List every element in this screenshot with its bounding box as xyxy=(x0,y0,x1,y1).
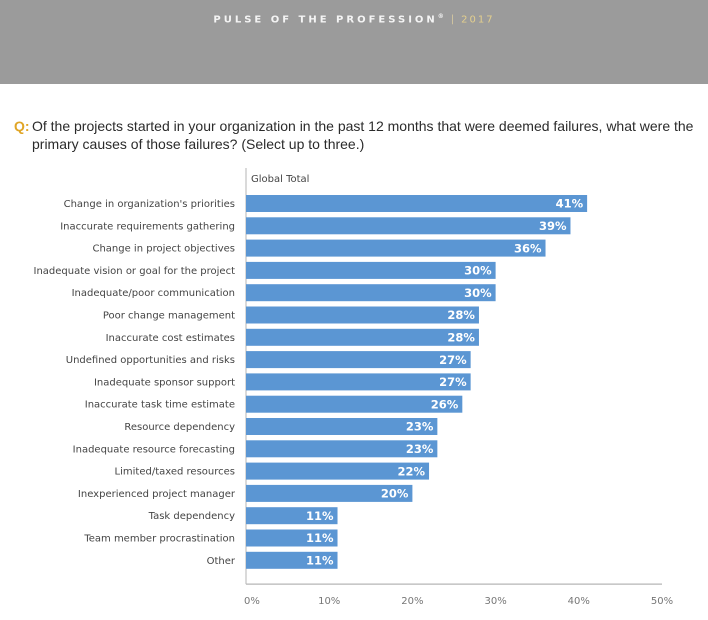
bar xyxy=(246,328,479,346)
category-label: Inadequate vision or goal for the projec… xyxy=(34,266,236,277)
bar xyxy=(246,239,546,257)
category-label: Inaccurate requirements gathering xyxy=(60,221,235,232)
data-label: 41% xyxy=(556,197,584,211)
category-label: Undefined opportunities and risks xyxy=(66,355,235,366)
report-series-title: PULSE OF THE PROFESSION® | 2017 xyxy=(0,13,708,25)
data-label: 30% xyxy=(464,264,492,278)
data-label: 30% xyxy=(464,286,492,300)
data-label: 28% xyxy=(447,308,475,322)
bar xyxy=(246,217,571,235)
bar xyxy=(246,551,338,569)
data-label: 39% xyxy=(539,219,567,233)
bar xyxy=(246,284,496,302)
bar xyxy=(246,440,438,458)
category-label: Change in organization's priorities xyxy=(64,199,235,210)
series-label: Global Total xyxy=(251,174,309,185)
x-tick-label: 40% xyxy=(568,596,590,607)
category-label: Inexperienced project manager xyxy=(78,489,236,500)
data-label: 23% xyxy=(406,442,434,456)
bar xyxy=(246,507,338,525)
question-text: Of the projects started in your organiza… xyxy=(32,118,694,152)
category-label: Poor change management xyxy=(103,311,235,322)
category-label: Inadequate resource forecasting xyxy=(73,444,235,455)
x-tick-label: 50% xyxy=(651,596,673,607)
bar xyxy=(246,529,338,547)
x-tick-label: 20% xyxy=(401,596,423,607)
report-title-text: PULSE OF THE PROFESSION xyxy=(213,14,438,26)
report-year: 2017 xyxy=(461,14,495,26)
data-label: 23% xyxy=(406,420,434,434)
data-label: 20% xyxy=(381,487,409,501)
data-label: 22% xyxy=(398,464,426,478)
category-label: Other xyxy=(207,556,236,567)
bar xyxy=(246,195,588,212)
category-label: Inadequate/poor communication xyxy=(72,288,235,299)
report-header-band: PULSE OF THE PROFESSION® | 2017 xyxy=(0,0,708,84)
bar xyxy=(246,462,430,480)
chart-bars xyxy=(246,195,588,569)
bar xyxy=(246,395,463,413)
bar xyxy=(246,351,471,369)
category-label: Inaccurate task time estimate xyxy=(85,400,235,411)
data-label: 11% xyxy=(306,554,334,568)
bar xyxy=(246,261,496,279)
data-label: 36% xyxy=(514,241,542,255)
bar xyxy=(246,373,471,391)
category-label: Team member procrastination xyxy=(83,534,235,545)
category-label: Change in project objectives xyxy=(92,244,235,255)
category-label: Inadequate sponsor support xyxy=(94,377,235,388)
data-label: 27% xyxy=(439,375,467,389)
x-axis-ticks: 0% 10% 20% 30% 40% 50% xyxy=(244,596,673,607)
bar-chart: Global Total Change in organization's pr… xyxy=(34,168,673,607)
title-separator: | xyxy=(450,14,458,26)
bar xyxy=(246,418,438,435)
x-tick-label: 30% xyxy=(484,596,506,607)
category-label: Task dependency xyxy=(148,511,235,522)
data-label: 11% xyxy=(306,509,334,523)
survey-question: Q: Of the projects started in your organ… xyxy=(14,117,694,153)
category-label: Inaccurate cost estimates xyxy=(106,333,235,344)
data-label: 27% xyxy=(439,353,467,367)
category-label: Resource dependency xyxy=(124,422,235,433)
x-tick-label: 10% xyxy=(318,596,340,607)
bar xyxy=(246,484,413,502)
value-labels: 41% 39% 36% 30% 30% 28% 28% 27% 27% 26% 23% 23% 22% 2… xyxy=(306,197,584,568)
data-label: 11% xyxy=(306,531,334,545)
question-label: Q: xyxy=(14,118,30,134)
category-labels: Change in organization's priorities Inacc… xyxy=(34,199,236,567)
x-tick-label: 0% xyxy=(244,596,260,607)
bar xyxy=(246,306,479,324)
data-label: 28% xyxy=(447,331,475,345)
data-label: 26% xyxy=(431,397,459,411)
category-label: Limited/taxed resources xyxy=(115,467,235,478)
registered-mark: ® xyxy=(437,13,447,20)
